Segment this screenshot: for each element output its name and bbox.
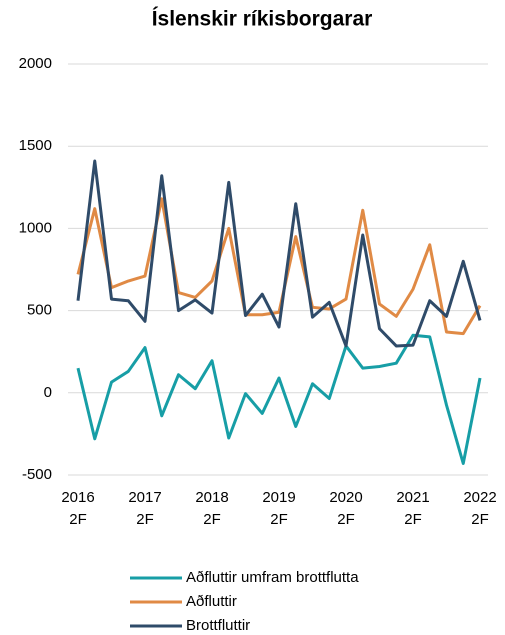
series-line bbox=[76, 197, 482, 336]
x-tick-label: 2020 2F bbox=[329, 489, 363, 528]
legend-label: Aðfluttir bbox=[186, 593, 237, 610]
x-tick-label: 2018 2F bbox=[195, 489, 229, 528]
x-tick-label: 2016 2F bbox=[61, 489, 95, 528]
legend-label: Brottfluttir bbox=[186, 617, 250, 634]
x-tick-label: 2017 2F bbox=[128, 489, 162, 528]
x-tick-label: 2021 2F bbox=[396, 489, 430, 528]
y-tick-label: 500 bbox=[27, 302, 52, 319]
x-tick-label: 2022 2F bbox=[463, 489, 497, 528]
y-tick-label: -500 bbox=[22, 466, 52, 483]
x-tick-label: 2019 2F bbox=[262, 489, 296, 528]
y-tick-label: 1500 bbox=[19, 137, 52, 154]
y-tick-label: 2000 bbox=[19, 55, 52, 72]
series-line bbox=[76, 333, 482, 465]
y-tick-label: 0 bbox=[44, 384, 52, 401]
series-line bbox=[76, 159, 482, 348]
y-tick-label: 1000 bbox=[19, 219, 52, 236]
chart-title: Íslenskir ríkisborgarar bbox=[152, 8, 373, 31]
legend-label: Aðfluttir umfram brottflutta bbox=[186, 569, 359, 586]
